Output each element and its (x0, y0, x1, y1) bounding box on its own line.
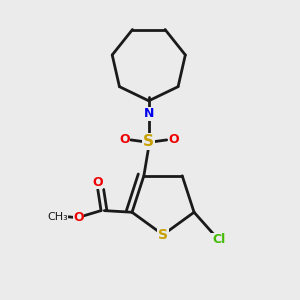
Text: O: O (73, 211, 83, 224)
Text: Cl: Cl (212, 233, 225, 247)
Text: O: O (168, 134, 178, 146)
Text: O: O (92, 176, 103, 189)
Text: S: S (143, 134, 154, 149)
Text: O: O (119, 134, 130, 146)
Text: CH₃: CH₃ (47, 212, 68, 222)
Text: N: N (144, 107, 154, 120)
Text: S: S (158, 228, 168, 242)
